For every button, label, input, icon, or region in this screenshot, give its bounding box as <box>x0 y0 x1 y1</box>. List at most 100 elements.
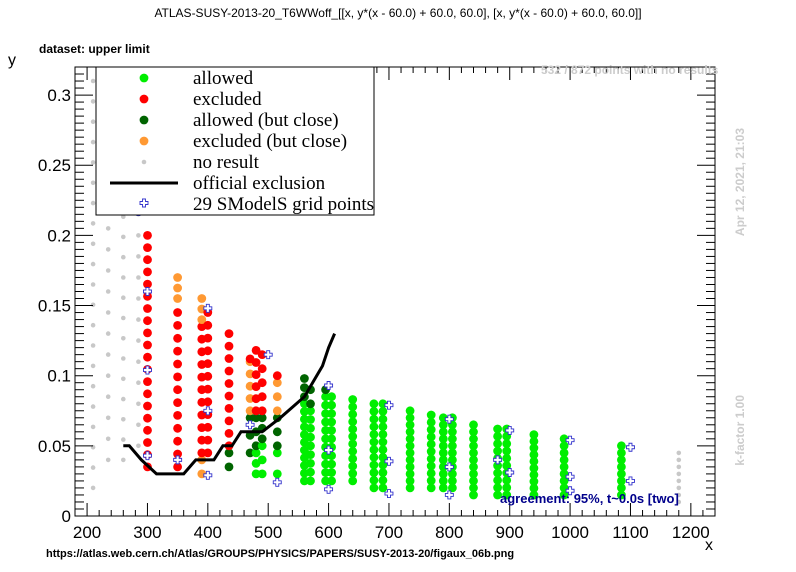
point-no-result <box>136 338 141 343</box>
grid-point <box>143 451 152 461</box>
legend-label: 29 SModelS grid points <box>193 194 374 215</box>
point-allowed <box>493 439 502 449</box>
point-no-result <box>121 336 126 341</box>
point-no-result <box>136 254 141 259</box>
x-tick-label: 800 <box>435 523 463 542</box>
point-allowed <box>300 476 309 486</box>
point-no-result <box>90 343 96 348</box>
legend-entry-allowed: allowed <box>139 68 254 89</box>
point-no-result <box>676 471 682 477</box>
source-url: https://atlas.web.cern.ch/Atlas/GROUPS/P… <box>46 548 515 560</box>
point-excluded <box>257 350 267 359</box>
point-excluded <box>272 371 282 381</box>
point-allowed <box>426 483 436 493</box>
grid-point <box>493 455 503 465</box>
point-allowed <box>493 431 502 441</box>
grid-point <box>626 476 635 486</box>
x-tick-label: 200 <box>73 523 101 542</box>
point-no-result <box>90 282 96 287</box>
point-allowed <box>448 476 457 486</box>
point-no-result <box>136 380 141 386</box>
point-excluded <box>257 378 267 388</box>
point-excluded <box>224 366 234 376</box>
point-excluded-close <box>272 406 282 416</box>
point-allowed <box>559 455 569 465</box>
point-allowed <box>493 468 502 478</box>
point-allowed <box>327 434 336 444</box>
point-allowed <box>251 448 261 458</box>
point-allowed <box>378 422 388 432</box>
point-allowed <box>378 468 388 477</box>
point-no-result <box>105 415 111 421</box>
point-excluded-close <box>173 294 183 303</box>
point-no-result <box>121 376 126 382</box>
official-exclusion-curve <box>123 333 336 476</box>
point-allowed <box>405 427 415 437</box>
legend-entry-official: official exclusion <box>110 173 326 194</box>
plot-axes: 200 300 400 500 600 700 800 900 1000 1100 1200 0 0.0… <box>38 66 716 542</box>
point-allowed <box>378 445 388 455</box>
point-no-result <box>90 221 96 226</box>
point-excluded <box>173 423 183 433</box>
point-allowed <box>306 450 315 459</box>
point-excluded <box>203 359 213 368</box>
point-excluded <box>224 429 234 438</box>
point-excluded <box>224 379 234 388</box>
point-allowed <box>426 417 436 427</box>
legend-label: excluded <box>193 89 262 110</box>
point-excluded <box>203 371 213 381</box>
grid-point <box>384 400 394 410</box>
point-no-result <box>121 275 126 280</box>
point-allowed <box>448 441 457 451</box>
point-allowed <box>438 469 448 479</box>
point-no-result <box>105 373 111 379</box>
point-allowed <box>502 439 512 449</box>
point-allowed-close <box>306 399 315 409</box>
point-no-result <box>676 464 682 470</box>
point-allowed <box>257 455 267 465</box>
point-allowed <box>257 469 267 479</box>
point-allowed <box>405 441 415 451</box>
point-excluded <box>143 255 152 265</box>
point-excluded-close <box>173 273 183 282</box>
point-allowed-close <box>300 374 309 383</box>
point-allowed <box>327 468 336 477</box>
point-excluded <box>143 389 152 399</box>
point-allowed <box>369 437 379 447</box>
point-no-result <box>136 359 141 365</box>
point-allowed-close <box>251 413 261 423</box>
point-no-result <box>105 394 111 400</box>
point-allowed <box>378 407 388 416</box>
point-no-result <box>676 457 682 463</box>
point-allowed <box>529 450 539 460</box>
point-no-result <box>121 295 126 301</box>
point-no-result <box>136 401 141 407</box>
point-allowed <box>348 395 358 404</box>
point-allowed-close <box>257 434 267 444</box>
point-no-result <box>90 200 96 206</box>
point-no-result <box>676 485 682 491</box>
point-excluded <box>173 372 183 382</box>
point-allowed <box>378 414 388 424</box>
point-no-result <box>90 302 96 308</box>
point-allowed <box>369 407 379 416</box>
point-allowed <box>438 483 448 493</box>
point-allowed <box>469 441 478 451</box>
x-tick-label: 1100 <box>612 523 649 542</box>
point-allowed <box>378 475 388 485</box>
point-excluded <box>173 359 183 369</box>
point-no-result <box>105 331 111 336</box>
point-allowed <box>448 448 457 458</box>
point-allowed <box>369 452 379 462</box>
point-allowed <box>469 483 478 493</box>
point-allowed <box>348 432 358 441</box>
point-allowed <box>493 490 502 500</box>
point-excluded <box>173 411 183 420</box>
point-allowed <box>529 443 539 453</box>
point-allowed <box>327 476 336 486</box>
grid-point <box>384 456 394 466</box>
dataset-label: dataset: upper limit <box>39 42 150 56</box>
grid-point <box>565 472 575 482</box>
x-tick-label: 500 <box>254 523 282 542</box>
